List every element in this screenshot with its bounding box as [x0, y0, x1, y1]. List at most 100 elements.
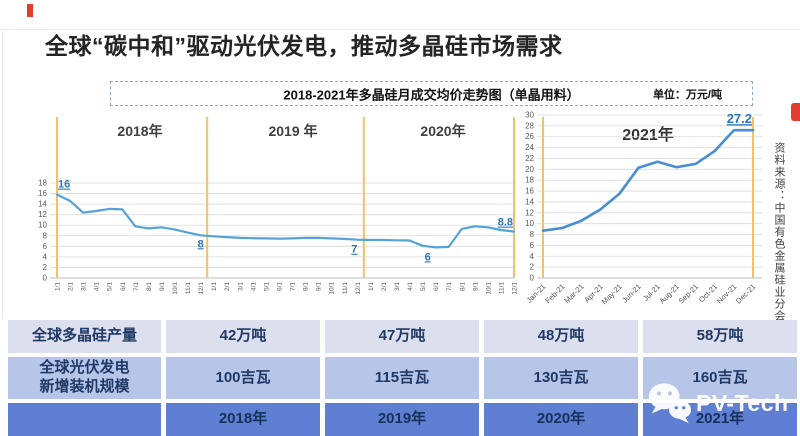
svg-text:Jul-21: Jul-21 — [641, 282, 662, 303]
svg-text:16: 16 — [38, 189, 47, 198]
svg-text:1/1: 1/1 — [211, 282, 218, 291]
watermark-brand-text: PV-Tech — [696, 389, 789, 416]
table-cell: 42万吨 — [166, 320, 320, 353]
table-row2-label: 全球光伏发电 新增装机规模 — [8, 357, 161, 399]
svg-text:10/1: 10/1 — [172, 282, 179, 295]
svg-text:7/1: 7/1 — [133, 282, 140, 291]
svg-text:9/1: 9/1 — [316, 282, 323, 291]
svg-text:Nov-21: Nov-21 — [715, 282, 738, 305]
svg-text:10: 10 — [525, 219, 534, 228]
year-label-2021: 2021年 — [622, 127, 674, 144]
svg-text:2: 2 — [530, 263, 535, 272]
table-cell: 48万吨 — [484, 320, 638, 353]
svg-text:4: 4 — [43, 252, 48, 261]
svg-text:2/1: 2/1 — [68, 282, 75, 291]
svg-text:4/1: 4/1 — [94, 282, 101, 291]
svg-text:9/1: 9/1 — [159, 282, 166, 291]
wechat-icon — [646, 380, 692, 426]
data-source-note: 资料来源：中国有色金属硅业分会 — [773, 142, 785, 322]
svg-text:14: 14 — [525, 197, 534, 206]
svg-text:Aug-21: Aug-21 — [658, 282, 681, 305]
svg-text:9/1: 9/1 — [472, 282, 479, 291]
svg-text:26: 26 — [525, 132, 534, 141]
svg-text:16: 16 — [525, 187, 534, 196]
svg-text:1/1: 1/1 — [55, 282, 62, 291]
chart-unit-label: 单位：万元/吨 — [652, 88, 722, 101]
svg-text:May-21: May-21 — [600, 282, 624, 306]
red-edge-mark-right — [791, 103, 800, 121]
table-cell: 130吉瓦 — [484, 357, 638, 399]
svg-text:6: 6 — [530, 241, 535, 250]
year-label-2020: 2020年 — [420, 123, 466, 139]
svg-text:28: 28 — [525, 121, 534, 130]
svg-text:8.8: 8.8 — [498, 217, 513, 229]
svg-text:6/1: 6/1 — [276, 282, 283, 291]
svg-text:3/1: 3/1 — [394, 282, 401, 291]
svg-text:3/1: 3/1 — [237, 282, 244, 291]
page-title: 全球“碳中和”驱动光伏发电，推动多晶硅市场需求 — [45, 33, 563, 59]
svg-text:Mar-21: Mar-21 — [562, 282, 585, 305]
table-cell-year: 2020年 — [484, 403, 638, 436]
svg-text:6/1: 6/1 — [433, 282, 440, 291]
svg-text:18: 18 — [38, 179, 47, 188]
svg-text:0: 0 — [530, 274, 535, 283]
year-label-2018: 2018年 — [117, 123, 163, 139]
svg-text:6: 6 — [43, 242, 48, 251]
svg-text:4: 4 — [530, 252, 535, 261]
svg-text:11/1: 11/1 — [498, 282, 505, 295]
svg-text:3/1: 3/1 — [81, 282, 88, 291]
svg-text:Oct-21: Oct-21 — [697, 282, 719, 304]
svg-text:12/1: 12/1 — [355, 282, 362, 295]
table-cell-year: 2018年 — [166, 403, 320, 436]
svg-text:14: 14 — [38, 200, 47, 209]
svg-text:2/1: 2/1 — [224, 282, 231, 291]
table-cell: 115吉瓦 — [325, 357, 479, 399]
svg-text:11/1: 11/1 — [185, 282, 192, 295]
svg-text:Feb-21: Feb-21 — [543, 282, 566, 305]
svg-text:5/1: 5/1 — [420, 282, 427, 291]
table-cell: 47万吨 — [325, 320, 479, 353]
svg-text:4/1: 4/1 — [407, 282, 414, 291]
svg-text:Sep-21: Sep-21 — [677, 282, 700, 305]
svg-text:8/1: 8/1 — [459, 282, 466, 291]
svg-text:8/1: 8/1 — [303, 282, 310, 291]
svg-text:12/1: 12/1 — [512, 282, 519, 295]
svg-text:20: 20 — [525, 165, 534, 174]
svg-text:12/1: 12/1 — [198, 282, 205, 295]
slide-top-border — [0, 29, 800, 30]
svg-text:Jan-21: Jan-21 — [525, 282, 548, 305]
svg-text:0: 0 — [43, 274, 48, 283]
svg-text:16: 16 — [58, 179, 70, 191]
red-edge-mark-top-left — [27, 4, 33, 17]
svg-text:12: 12 — [38, 210, 47, 219]
table-cell: 100吉瓦 — [166, 357, 320, 399]
svg-text:1/1: 1/1 — [368, 282, 375, 291]
svg-text:Apr-21: Apr-21 — [582, 282, 604, 304]
chart-title: 2018-2021年多晶硅月成交均价走势图（单晶用料） — [283, 87, 580, 102]
table-row3-label — [8, 403, 161, 436]
svg-text:5/1: 5/1 — [263, 282, 270, 291]
svg-text:8/1: 8/1 — [146, 282, 153, 291]
svg-text:10/1: 10/1 — [329, 282, 336, 295]
svg-text:12: 12 — [525, 208, 534, 217]
svg-text:7: 7 — [351, 244, 357, 256]
pv-tech-watermark: PV-Tech — [646, 377, 798, 429]
chart-header-box: 2018-2021年多晶硅月成交均价走势图（单晶用料） 单位：万元/吨 — [110, 81, 753, 106]
svg-text:5/1: 5/1 — [107, 282, 114, 291]
svg-text:8: 8 — [530, 230, 535, 239]
svg-text:7/1: 7/1 — [446, 282, 453, 291]
svg-text:8: 8 — [198, 238, 204, 250]
svg-text:Jun-21: Jun-21 — [620, 282, 643, 305]
svg-text:4/1: 4/1 — [250, 282, 257, 291]
svg-text:7/1: 7/1 — [290, 282, 297, 291]
svg-text:11/1: 11/1 — [342, 282, 349, 295]
svg-text:8: 8 — [43, 231, 48, 240]
svg-text:22: 22 — [525, 154, 534, 163]
year-label-2019: 2019 年 — [268, 123, 318, 139]
svg-text:10/1: 10/1 — [485, 282, 492, 295]
slide-left-border — [2, 29, 3, 319]
svg-text:2/1: 2/1 — [381, 282, 388, 291]
svg-text:6/1: 6/1 — [120, 282, 127, 291]
table-cell: 58万吨 — [643, 320, 797, 353]
